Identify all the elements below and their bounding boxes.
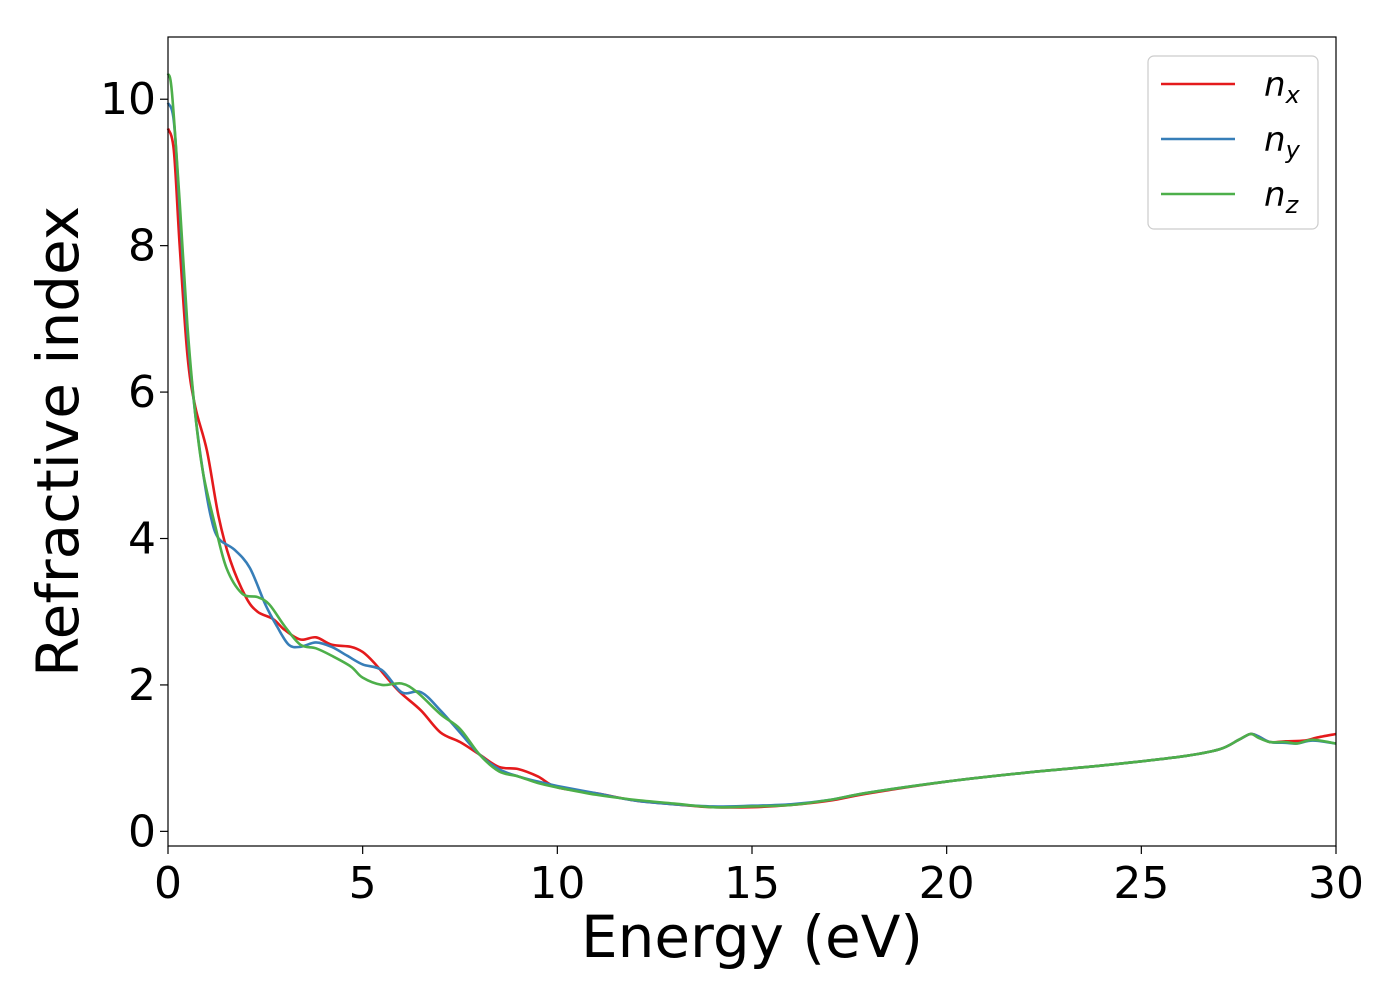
legend-label-x: nx: [1264, 65, 1301, 109]
x-tick-label: 0: [154, 858, 182, 909]
x-tick-label: 25: [1113, 858, 1169, 909]
y-tick-label: 2: [128, 660, 156, 711]
plot-frame: [167, 36, 1337, 847]
series-line-z: [166, 73, 1337, 809]
legend-label-z: nz: [1264, 175, 1300, 219]
x-tick-label: 5: [349, 858, 377, 909]
legend-label-y: ny: [1264, 120, 1301, 164]
series-layer: [166, 73, 1337, 809]
legend-box: [1147, 55, 1319, 230]
x-tick-label: 15: [724, 858, 780, 909]
y-axis-label: Refractive index: [24, 206, 92, 677]
ticks-layer: 0 5 10 15 20 25 30 0 2 4 6 8 10: [100, 74, 1364, 909]
y-tick-label: 8: [128, 221, 156, 272]
y-tick-label: 0: [128, 806, 156, 857]
y-tick-label: 6: [128, 367, 156, 418]
y-tick-label: 4: [128, 514, 156, 565]
x-axis-label: Energy (eV): [581, 903, 923, 971]
legend: nx ny nz: [1147, 55, 1319, 230]
x-tick-label: 10: [529, 858, 585, 909]
x-tick-label: 20: [919, 858, 975, 909]
series-line-x: [166, 128, 1337, 809]
x-tick-label: 30: [1308, 858, 1364, 909]
y-tick-label: 10: [100, 74, 156, 125]
